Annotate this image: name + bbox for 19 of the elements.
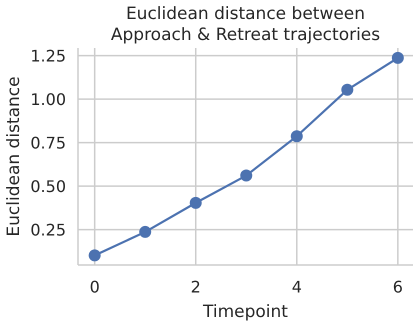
point [341, 84, 354, 96]
point [240, 170, 252, 182]
point [290, 130, 303, 142]
point [88, 249, 101, 262]
y-tick-label: 1.25 [30, 46, 66, 66]
x-tick-label: 6 [392, 277, 403, 296]
x-tick-label: 4 [292, 277, 302, 296]
point [190, 196, 202, 209]
y-tick-label: 0.50 [30, 176, 66, 196]
point [139, 226, 152, 238]
chart-title: Euclidean distance between Approach & Retreat trajectories [110, 4, 382, 46]
y-tick-label: 0.75 [30, 133, 66, 152]
x-tick-label: 0 [90, 277, 100, 296]
y-tick-label: 0.25 [30, 220, 66, 240]
x-axis-title: Timepoint [202, 302, 288, 322]
y-axis-title: Euclidean distance [4, 76, 24, 237]
point [392, 52, 404, 64]
y-tick-label: 1.00 [30, 90, 66, 109]
x-tick-label: 2 [190, 277, 201, 296]
